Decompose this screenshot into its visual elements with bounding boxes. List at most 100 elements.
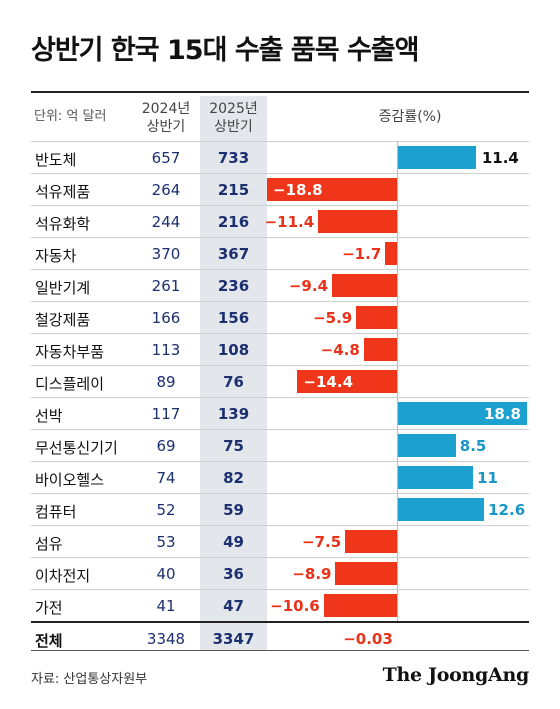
table-row: 석유화학 244 216 −11.4 [31,205,529,238]
item-name: 선박 [35,407,63,425]
change-label: 11 [477,469,498,487]
column-header-change-rate: 증감률(%) [378,109,442,125]
value-2024: 117 [151,405,181,423]
item-name: 섬유 [35,535,63,553]
change-bar-negative [345,530,397,553]
value-2025: 59 [223,501,244,519]
change-label: 18.8 [483,405,521,423]
value-2025: 216 [217,213,250,231]
change-bar-negative [318,210,397,233]
change-label: 12.6 [488,501,526,519]
item-name: 디스플레이 [35,375,105,393]
value-2024: 69 [156,437,176,455]
column-header-2025-half: 상반기 [214,119,253,135]
value-2025: 367 [217,245,250,263]
table-row: 자동차부품 113 108 −4.8 [31,333,529,366]
item-name: 석유제품 [35,183,91,201]
item-name: 컴퓨터 [35,503,77,521]
change-label: −18.8 [273,181,323,199]
chart-title: 상반기 한국 15대 수출 품목 수출액 [31,35,419,66]
change-label: −7.5 [302,533,342,551]
value-2024: 74 [156,469,176,487]
value-2025: 76 [223,373,244,391]
value-2025: 36 [223,565,244,583]
item-name: 반도체 [35,151,77,169]
value-2025: 82 [223,469,244,487]
table-row: 가전 41 47 −10.6 [31,589,529,622]
table-row: 석유제품 264 215 −18.8 [31,173,529,206]
change-bar-negative [323,594,397,617]
change-bar-positive [397,402,527,425]
item-name: 이차전지 [35,567,91,585]
item-name: 가전 [35,599,63,617]
value-2024: 89 [156,373,176,391]
change-bar-negative [267,178,397,201]
table-row: 반도체 657 733 11.4 [31,141,529,174]
value-2025: 733 [217,149,250,167]
table-row: 일반기계 261 236 −9.4 [31,269,529,302]
column-header-2024-half: 상반기 [146,119,186,135]
value-2024: 3348 [146,630,186,648]
item-name: 석유화학 [35,215,91,233]
change-label: 11.4 [481,149,519,167]
change-label: −5.9 [313,309,353,327]
item-name: 철강제품 [35,311,91,329]
value-2024: 41 [156,597,176,615]
change-bar-positive [397,498,485,521]
change-bar-negative [385,242,397,265]
table-row: 무선통신기기 69 75 8.5 [31,429,529,462]
change-bar-positive [397,434,456,457]
value-2025: 108 [217,341,250,359]
change-label: −14.4 [303,373,353,391]
value-2024: 244 [151,213,181,231]
item-name: 무선통신기기 [35,439,118,457]
value-2025: 49 [223,533,244,551]
value-2024: 657 [151,149,181,167]
value-2025: 3347 [212,630,255,648]
change-label: −10.6 [270,597,320,615]
value-2024: 261 [151,277,181,295]
table-row: 바이오헬스 74 82 11 [31,461,529,494]
table-row: 자동차 370 367 −1.7 [31,237,529,270]
change-bar-negative [363,338,397,361]
change-bar-positive [397,146,476,169]
value-2024: 40 [156,565,176,583]
table-row: 이차전지 40 36 −8.9 [31,557,529,590]
header-top-rule [31,91,529,93]
value-2025: 47 [223,597,244,615]
value-2024: 264 [151,181,181,199]
value-2024: 166 [151,309,181,327]
table-row: 선박 117 139 18.8 [31,397,529,430]
item-name: 자동차부품 [35,343,105,361]
column-header-2025: 2025년 상반기 [200,100,267,136]
column-header-2025-year: 2025년 [209,101,258,117]
change-label: −1.7 [342,245,382,263]
footer-rule [31,650,529,651]
table-row: 철강제품 166 156 −5.9 [31,301,529,334]
publisher-logo: The JoongAng [382,664,530,686]
column-header-2024: 2024년 상반기 [132,100,200,136]
value-2024: 370 [151,245,181,263]
value-2025: 75 [223,437,244,455]
value-2025: 236 [217,277,250,295]
change-bar-negative [335,562,397,585]
change-label: −4.8 [320,341,360,359]
unit-label: 단위: 억 달러 [34,109,107,124]
change-bar-negative [356,306,397,329]
change-bar-negative [297,370,397,393]
value-2025: 156 [217,309,250,327]
item-name: 일반기계 [35,279,91,297]
value-2024: 113 [151,341,181,359]
change-label: −0.03 [343,630,393,648]
total-row: 전체 3348 3347 −0.03 [31,621,529,655]
table-row: 섬유 53 49 −7.5 [31,525,529,558]
change-bar-positive [397,466,474,489]
item-name: 바이오헬스 [35,471,105,489]
change-bar-negative [332,274,397,297]
table-row: 컴퓨터 52 59 12.6 [31,493,529,526]
change-label: −8.9 [292,565,332,583]
change-label: −9.4 [288,277,328,295]
change-label: −11.4 [264,213,315,231]
zero-axis-line [397,141,398,621]
